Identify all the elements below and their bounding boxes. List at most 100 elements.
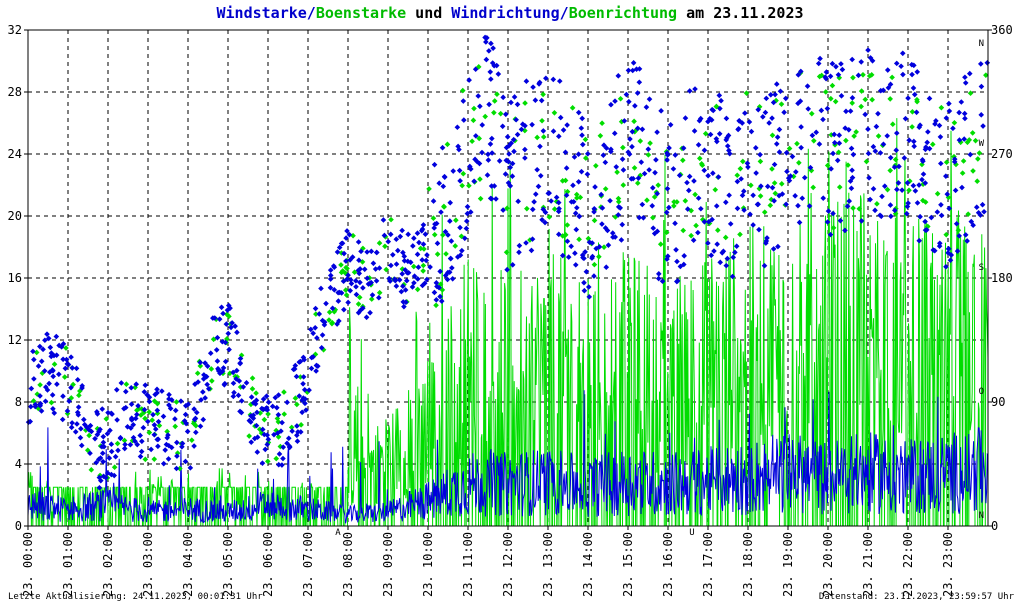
wind-direction-point	[182, 402, 189, 409]
wind-direction-point	[514, 101, 521, 108]
wind-direction-point	[875, 110, 881, 117]
wind-direction-point	[829, 60, 836, 67]
wind-direction-point	[705, 172, 711, 179]
wind-direction-point	[984, 59, 991, 66]
wind-direction-point	[724, 255, 731, 262]
gust-direction-point	[281, 411, 288, 417]
wind-direction-point	[51, 410, 58, 416]
wind-direction-point	[489, 150, 495, 156]
wind-direction-point	[705, 240, 711, 246]
wind-direction-point	[115, 447, 121, 454]
gust-direction-point	[138, 406, 145, 412]
wind-direction-point	[140, 424, 147, 431]
x-tick-label: 23. 21:00	[861, 532, 875, 597]
wind-direction-point	[572, 262, 579, 268]
gust-direction-point	[433, 302, 439, 309]
wind-direction-point	[211, 315, 218, 321]
wind-direction-point	[723, 137, 730, 143]
wind-direction-point	[193, 429, 199, 436]
wind-direction-point	[619, 221, 626, 228]
y-left-tick-label: 24	[8, 147, 22, 161]
wind-direction-point	[296, 393, 303, 399]
wind-direction-point	[424, 276, 430, 283]
wind-direction-point	[753, 170, 759, 176]
gust-direction-point	[858, 103, 864, 110]
wind-direction-point	[122, 388, 129, 395]
gust-direction-point	[524, 205, 530, 212]
x-tick-label: 23. 14:00	[581, 532, 595, 597]
wind-direction-point	[294, 423, 300, 429]
gust-direction-point	[562, 177, 569, 184]
wind-direction-point	[555, 199, 562, 206]
wind-direction-point	[294, 438, 301, 445]
wind-direction-point	[278, 428, 284, 434]
wind-direction-point	[460, 98, 467, 104]
gust-direction-point	[30, 398, 37, 404]
wind-direction-point	[736, 117, 742, 124]
gust-direction-point	[884, 186, 891, 193]
wind-direction-point	[578, 168, 585, 175]
wind-direction-point	[763, 238, 770, 244]
wind-direction-point	[557, 114, 564, 121]
wind-direction-point	[904, 180, 911, 186]
wind-direction-point	[585, 284, 592, 290]
gust-direction-point	[313, 311, 319, 317]
wind-direction-point	[734, 205, 741, 212]
gust-direction-point	[76, 392, 82, 399]
wind-direction-point	[867, 196, 873, 203]
title-gust-direction: Boenrichtung	[569, 4, 677, 22]
wind-direction-point	[438, 298, 445, 304]
gust-direction-point	[602, 186, 609, 192]
wind-direction-point	[603, 264, 610, 270]
wind-direction-point	[87, 450, 93, 457]
wind-direction-point	[815, 60, 822, 67]
gust-direction-point	[976, 150, 983, 156]
wind-direction-point	[654, 190, 660, 197]
gust-direction-point	[430, 215, 437, 222]
gust-direction-point	[539, 117, 545, 124]
gust-direction-point	[938, 104, 945, 111]
wind-direction-point	[128, 425, 134, 431]
wind-direction-point	[502, 111, 509, 118]
x-tick-label: 23. 17:00	[701, 532, 715, 597]
wind-direction-point	[353, 291, 360, 298]
wind-direction-point	[613, 164, 620, 170]
y-left-tick-label: 0	[15, 519, 22, 533]
x-tick-label: 23. 06:00	[261, 532, 275, 597]
wind-direction-point	[60, 341, 67, 347]
wind-direction-point	[132, 438, 138, 445]
wind-direction-point	[807, 164, 814, 171]
wind-direction-point	[676, 172, 683, 179]
wind-direction-point	[93, 459, 100, 466]
x-tick-label: 23. 10:00	[421, 532, 435, 597]
wind-direction-point	[260, 396, 267, 402]
gust-direction-point	[329, 319, 336, 326]
wind-direction-point	[741, 188, 747, 195]
wind-direction-point	[715, 174, 722, 180]
wind-direction-point	[570, 198, 577, 205]
wind-direction-point	[923, 227, 930, 233]
wind-direction-point	[424, 252, 430, 258]
gust-direction-point	[209, 378, 215, 384]
wind-direction-point	[505, 158, 512, 165]
wind-direction-point	[49, 392, 56, 398]
wind-direction-point	[604, 227, 611, 234]
wind-direction-point	[649, 203, 656, 209]
wind-direction-point	[626, 98, 632, 105]
x-tick-label: 23. 07:00	[301, 532, 315, 597]
wind-direction-point	[399, 227, 405, 234]
wind-direction-point	[341, 250, 347, 257]
wind-direction-point	[511, 148, 517, 155]
gust-direction-point	[281, 389, 287, 395]
wind-direction-point	[553, 194, 560, 201]
wind-direction-point	[483, 56, 490, 63]
wind-direction-point	[92, 435, 98, 442]
gust-direction-point	[351, 269, 358, 275]
wind-direction-point	[895, 180, 902, 186]
wind-direction-point	[820, 195, 827, 201]
wind-direction-point	[391, 276, 398, 282]
wind-direction-point	[399, 271, 406, 277]
wind-direction-point	[769, 184, 776, 191]
wind-direction-point	[154, 436, 161, 443]
wind-direction-point	[946, 205, 952, 212]
